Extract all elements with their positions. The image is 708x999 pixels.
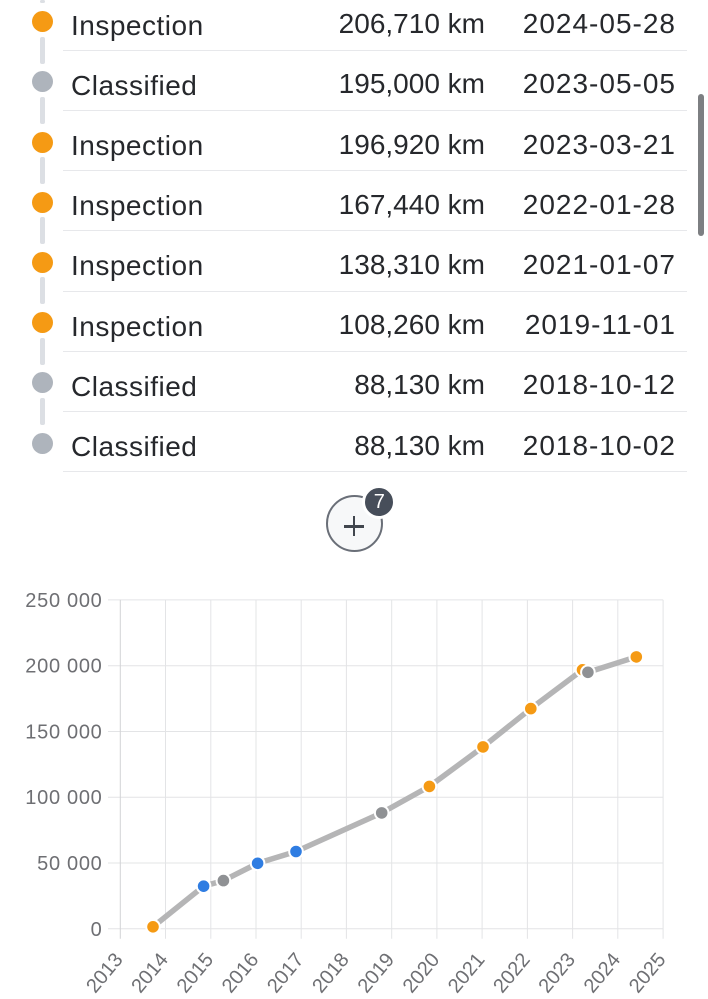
svg-text:150 000: 150 000 — [25, 722, 102, 744]
svg-text:100 000: 100 000 — [25, 787, 102, 809]
svg-text:50 000: 50 000 — [37, 853, 102, 875]
svg-text:2019: 2019 — [354, 949, 399, 997]
svg-text:2022: 2022 — [489, 949, 534, 997]
svg-text:2023: 2023 — [534, 949, 579, 997]
svg-text:2025: 2025 — [625, 949, 670, 997]
svg-text:2016: 2016 — [218, 949, 263, 997]
svg-text:2017: 2017 — [263, 949, 308, 997]
svg-text:250 000: 250 000 — [25, 590, 102, 612]
svg-text:2015: 2015 — [173, 949, 218, 997]
svg-text:2021: 2021 — [444, 949, 489, 997]
svg-text:2014: 2014 — [127, 949, 172, 997]
svg-text:2013: 2013 — [82, 949, 127, 997]
svg-text:2018: 2018 — [308, 949, 353, 997]
svg-text:2020: 2020 — [399, 949, 444, 997]
svg-text:200 000: 200 000 — [25, 656, 102, 678]
svg-text:2024: 2024 — [580, 949, 625, 997]
svg-text:0: 0 — [91, 919, 103, 941]
